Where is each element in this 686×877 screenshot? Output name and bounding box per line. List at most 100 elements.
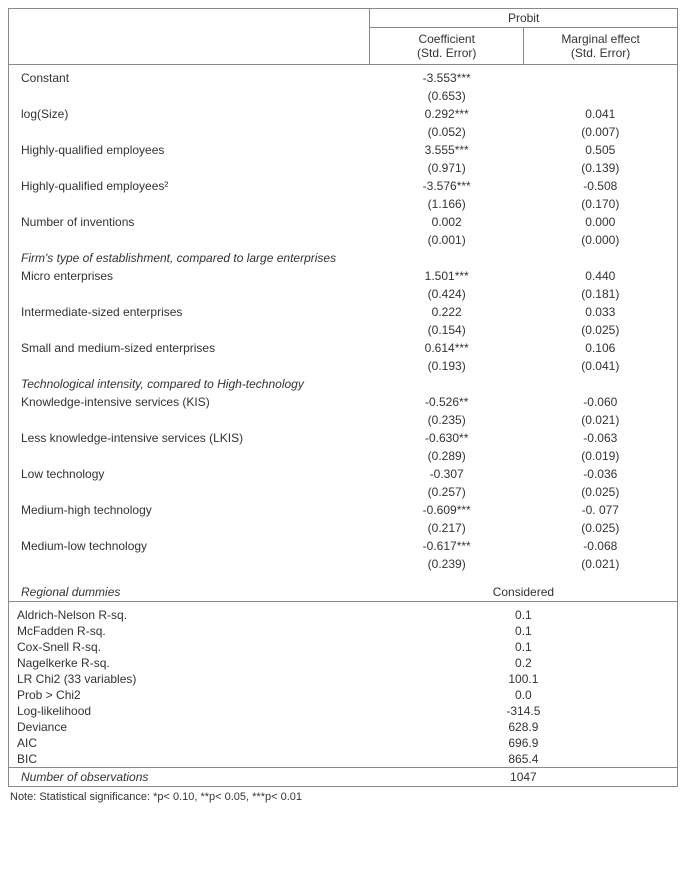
me-se: (0.025)	[524, 483, 678, 501]
me-value: -0.060	[524, 393, 678, 411]
stat-label: McFadden R-sq.	[9, 623, 370, 639]
me-se: (0.041)	[524, 357, 678, 375]
var-label-blank	[9, 195, 370, 213]
me-se: (0.181)	[524, 285, 678, 303]
me-value: -0.063	[524, 429, 678, 447]
var-label: Micro enterprises	[9, 267, 370, 285]
regional-value: Considered	[370, 583, 678, 602]
var-label-blank	[9, 321, 370, 339]
coef-se: (0.257)	[370, 483, 524, 501]
me-se: (0.021)	[524, 411, 678, 429]
coef-value: -0.609***	[370, 501, 524, 519]
coef-se: (0.052)	[370, 123, 524, 141]
probit-table: Probit Coefficient (Std. Error) Marginal…	[8, 8, 678, 787]
stat-value: 696.9	[370, 735, 678, 751]
var-label-blank	[9, 231, 370, 249]
me-sublabel: (Std. Error)	[571, 46, 630, 60]
coef-value: -0.617***	[370, 537, 524, 555]
var-label-blank	[9, 87, 370, 105]
me-value: 0.033	[524, 303, 678, 321]
var-label: Highly-qualified employees	[9, 141, 370, 159]
coef-se: (0.971)	[370, 159, 524, 177]
var-label: Knowledge-intensive services (KIS)	[9, 393, 370, 411]
me-value: -0.036	[524, 465, 678, 483]
var-label-blank	[9, 519, 370, 537]
me-se: (0.007)	[524, 123, 678, 141]
me-se	[524, 87, 678, 105]
blank-header	[9, 9, 370, 65]
coef-value: 0.292***	[370, 105, 524, 123]
coef-label: Coefficient	[418, 32, 474, 46]
stat-value: 628.9	[370, 719, 678, 735]
var-label-blank	[9, 411, 370, 429]
me-value: -0.068	[524, 537, 678, 555]
var-label: Low technology	[9, 465, 370, 483]
stat-label: AIC	[9, 735, 370, 751]
stat-value: 0.1	[370, 623, 678, 639]
section-header: Technological intensity, compared to Hig…	[9, 375, 678, 393]
coef-value: -3.553***	[370, 65, 524, 88]
me-se: (0.000)	[524, 231, 678, 249]
coef-value: 0.614***	[370, 339, 524, 357]
coef-value: 3.555***	[370, 141, 524, 159]
me-se: (0.170)	[524, 195, 678, 213]
var-label: Highly-qualified employees²	[9, 177, 370, 195]
me-value: -0.508	[524, 177, 678, 195]
stat-value: 0.1	[370, 602, 678, 624]
coef-sublabel: (Std. Error)	[417, 46, 476, 60]
var-label: Number of inventions	[9, 213, 370, 231]
var-label: Constant	[9, 65, 370, 88]
var-label-blank	[9, 357, 370, 375]
coef-se: (0.154)	[370, 321, 524, 339]
me-value: 0.041	[524, 105, 678, 123]
me-label: Marginal effect	[561, 32, 640, 46]
nobs-label: Number of observations	[9, 768, 370, 787]
me-value: 0.106	[524, 339, 678, 357]
coef-value: 1.501***	[370, 267, 524, 285]
coef-value: -0.307	[370, 465, 524, 483]
var-label-blank	[9, 555, 370, 573]
coef-se: (0.001)	[370, 231, 524, 249]
stat-label: Deviance	[9, 719, 370, 735]
coef-se: (0.424)	[370, 285, 524, 303]
me-value: 0.505	[524, 141, 678, 159]
probit-header: Probit	[370, 9, 678, 28]
var-label: Medium-high technology	[9, 501, 370, 519]
coef-header: Coefficient (Std. Error)	[370, 28, 524, 65]
var-label-blank	[9, 123, 370, 141]
coef-se: (1.166)	[370, 195, 524, 213]
me-se: (0.021)	[524, 555, 678, 573]
stat-label: Cox-Snell R-sq.	[9, 639, 370, 655]
me-value	[524, 65, 678, 88]
me-se: (0.139)	[524, 159, 678, 177]
var-label-blank	[9, 447, 370, 465]
stat-label: Aldrich-Nelson R-sq.	[9, 602, 370, 624]
statistical-note: Note: Statistical significance: *p< 0.10…	[8, 787, 678, 803]
var-label: Medium-low technology	[9, 537, 370, 555]
stat-label: BIC	[9, 751, 370, 768]
coef-value: -0.526**	[370, 393, 524, 411]
var-label: Less knowledge-intensive services (LKIS)	[9, 429, 370, 447]
me-value: -0. 077	[524, 501, 678, 519]
stat-label: Prob > Chi2	[9, 687, 370, 703]
me-se: (0.019)	[524, 447, 678, 465]
spacer	[9, 573, 678, 583]
coef-se: (0.193)	[370, 357, 524, 375]
stat-value: 0.2	[370, 655, 678, 671]
coef-se: (0.289)	[370, 447, 524, 465]
stat-label: Log-likelihood	[9, 703, 370, 719]
stat-value: 0.1	[370, 639, 678, 655]
me-se: (0.025)	[524, 519, 678, 537]
stat-label: LR Chi2 (33 variables)	[9, 671, 370, 687]
coef-value: -3.576***	[370, 177, 524, 195]
var-label-blank	[9, 285, 370, 303]
var-label: Small and medium-sized enterprises	[9, 339, 370, 357]
coef-se: (0.217)	[370, 519, 524, 537]
coef-value: -0.630**	[370, 429, 524, 447]
coef-se: (0.235)	[370, 411, 524, 429]
me-se: (0.025)	[524, 321, 678, 339]
stat-value: 865.4	[370, 751, 678, 768]
stat-value: -314.5	[370, 703, 678, 719]
section-header: Firm's type of establishment, compared t…	[9, 249, 678, 267]
coef-value: 0.002	[370, 213, 524, 231]
